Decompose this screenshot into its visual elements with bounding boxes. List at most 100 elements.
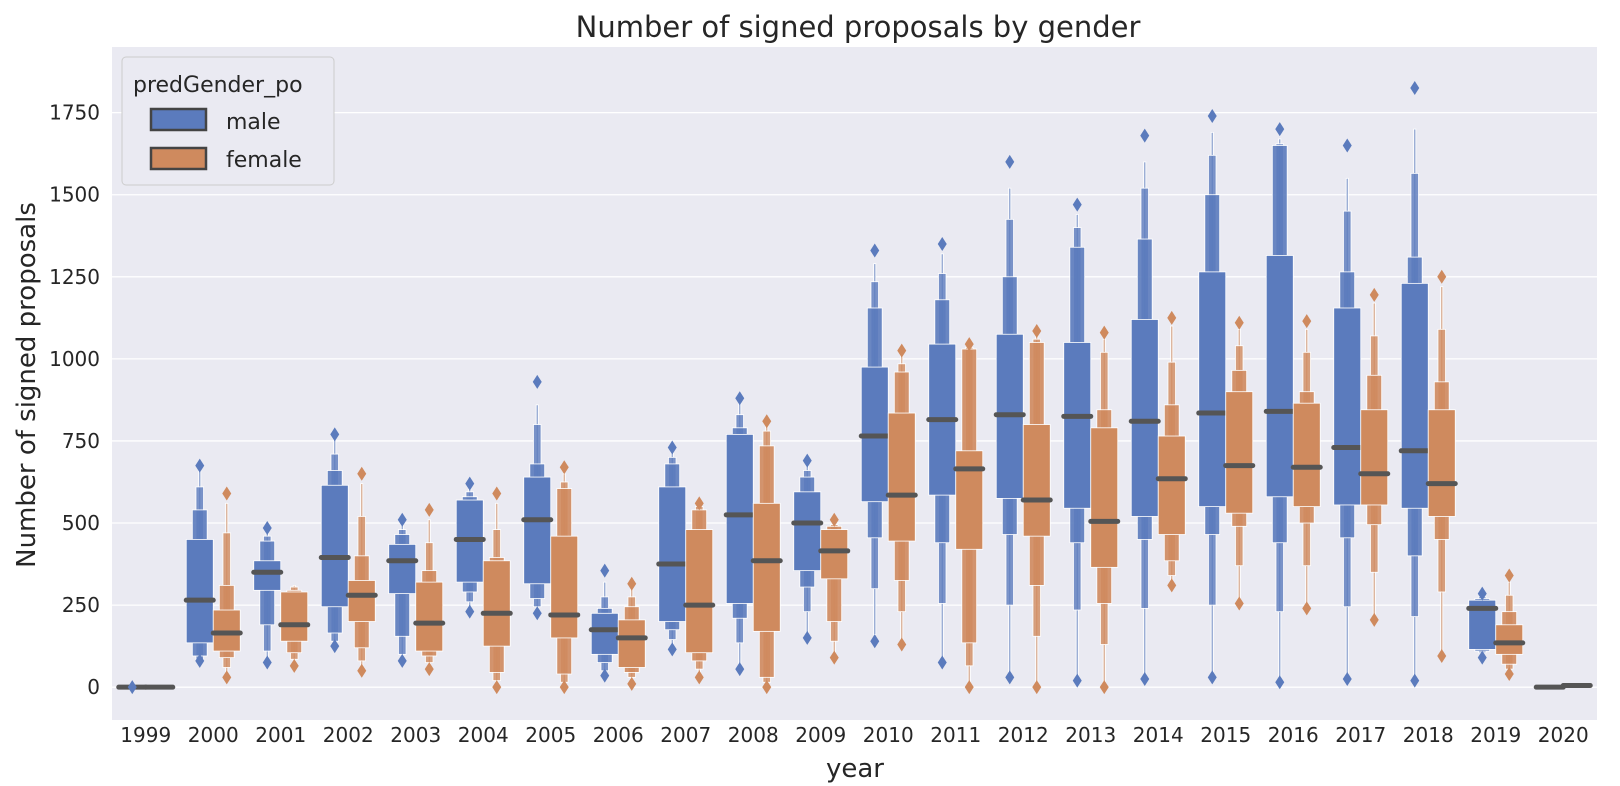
box-level-4-female-2003 — [415, 581, 444, 652]
box-level-4-female-2006 — [617, 619, 646, 668]
outlier-female-2006 — [627, 676, 637, 691]
outlier-male-2005 — [532, 374, 542, 389]
x-tick-label: 2004 — [458, 723, 509, 747]
outlier-female-2014 — [1167, 578, 1177, 593]
outlier-female-2008 — [762, 414, 772, 429]
outlier-male-2000 — [195, 458, 205, 473]
outlier-male-2003 — [397, 653, 407, 668]
outlier-female-2019 — [1504, 667, 1514, 682]
outlier-female-2006 — [627, 576, 637, 591]
outlier-male-1999 — [127, 680, 137, 695]
box-level-4-male-2005 — [523, 476, 552, 585]
box-level-4-female-2012 — [1022, 424, 1051, 537]
outlier-male-2015 — [1207, 670, 1217, 685]
legend-swatch-male — [149, 107, 208, 132]
y-tick-label: 500 — [62, 511, 100, 535]
box-level-4-male-2014 — [1130, 319, 1159, 517]
box-level-4-male-2015 — [1198, 271, 1227, 508]
outlier-female-2013 — [1099, 680, 1109, 695]
outlier-male-2004 — [465, 476, 475, 491]
outlier-male-2011 — [937, 236, 947, 251]
outlier-male-2009 — [802, 453, 812, 468]
outlier-female-2000 — [222, 670, 232, 685]
x-tick-label: 2013 — [1065, 723, 1116, 747]
outlier-female-2009 — [829, 650, 839, 665]
y-tick-label: 750 — [62, 429, 100, 453]
x-tick-label: 2009 — [795, 723, 846, 747]
outlier-female-2016 — [1302, 314, 1312, 329]
outlier-male-2016 — [1275, 675, 1285, 690]
outlier-male-2014 — [1140, 671, 1150, 686]
outlier-female-2015 — [1234, 596, 1244, 611]
outlier-male-2010 — [870, 634, 880, 649]
outlier-female-2009 — [829, 512, 839, 527]
outlier-female-2018 — [1437, 269, 1447, 284]
outlier-male-2003 — [397, 512, 407, 527]
box-level-4-male-2017 — [1333, 307, 1362, 506]
outlier-male-2002 — [330, 427, 340, 442]
box-level-4-female-2014 — [1157, 435, 1186, 535]
outlier-male-2006 — [600, 668, 610, 683]
x-tick-label: 2017 — [1335, 723, 1386, 747]
box-level-4-female-2013 — [1090, 427, 1119, 568]
outlier-male-2007 — [667, 642, 677, 657]
outlier-male-2008 — [735, 391, 745, 406]
box-level-4-female-2010 — [887, 412, 916, 542]
y-axis-label: Number of signed proposals — [12, 202, 42, 568]
box-level-4-male-2001 — [253, 560, 282, 591]
x-tick-label: 2008 — [728, 723, 779, 747]
outlier-female-2005 — [559, 460, 569, 475]
x-tick-label: 2016 — [1268, 723, 1319, 747]
x-tick-label: 2011 — [930, 723, 981, 747]
outlier-female-2012 — [1032, 680, 1042, 695]
box-level-4-female-2015 — [1225, 391, 1254, 514]
box-level-4-female-2009 — [820, 529, 849, 580]
box-level-4-male-2018 — [1400, 282, 1429, 509]
legend-label-male: male — [226, 110, 281, 135]
y-tick-label: 1250 — [49, 265, 100, 289]
outlier-male-2007 — [667, 440, 677, 455]
x-tick-label: 2019 — [1470, 723, 1521, 747]
outlier-male-2000 — [195, 653, 205, 668]
box-level-4-female-2017 — [1360, 409, 1389, 506]
outlier-male-2014 — [1140, 128, 1150, 143]
y-tick-label: 1500 — [49, 183, 100, 207]
outlier-male-2005 — [532, 606, 542, 621]
outlier-female-2010 — [897, 637, 907, 652]
y-tick-label: 0 — [87, 675, 100, 699]
box-level-4-female-2005 — [550, 535, 579, 639]
boxen-series — [116, 81, 1593, 695]
legend-title: predGender_po — [133, 73, 303, 98]
outlier-female-2015 — [1234, 315, 1244, 330]
outlier-female-2003 — [424, 502, 434, 517]
outlier-female-2011 — [964, 680, 974, 695]
outlier-male-2010 — [870, 243, 880, 258]
box-level-4-male-2016 — [1265, 255, 1294, 498]
outlier-male-2016 — [1275, 122, 1285, 137]
outlier-female-2018 — [1437, 648, 1447, 663]
box-level-4-male-2006 — [590, 612, 619, 655]
outlier-female-2008 — [762, 680, 772, 695]
outlier-male-2019 — [1477, 650, 1487, 665]
outlier-male-2018 — [1410, 673, 1420, 688]
chart-title: Number of signed proposals by gender — [576, 10, 1141, 44]
outlier-male-2009 — [802, 630, 812, 645]
outlier-male-2008 — [735, 662, 745, 677]
outlier-male-2002 — [330, 639, 340, 654]
outlier-female-2017 — [1369, 612, 1379, 627]
outlier-female-2012 — [1032, 323, 1042, 338]
box-level-4-male-2007 — [658, 486, 687, 622]
outlier-male-2006 — [600, 563, 610, 578]
box-level-4-male-2009 — [793, 491, 822, 572]
outlier-male-2001 — [262, 655, 272, 670]
box-level-4-female-2011 — [955, 450, 984, 550]
x-tick-label: 2005 — [525, 723, 576, 747]
outlier-male-2001 — [262, 520, 272, 535]
box-level-4-female-2016 — [1292, 402, 1321, 508]
y-tick-label: 1750 — [49, 101, 100, 125]
outlier-female-2003 — [424, 662, 434, 677]
series-female — [143, 269, 1593, 695]
x-tick-label: 2003 — [390, 723, 441, 747]
outlier-female-2002 — [357, 663, 367, 678]
